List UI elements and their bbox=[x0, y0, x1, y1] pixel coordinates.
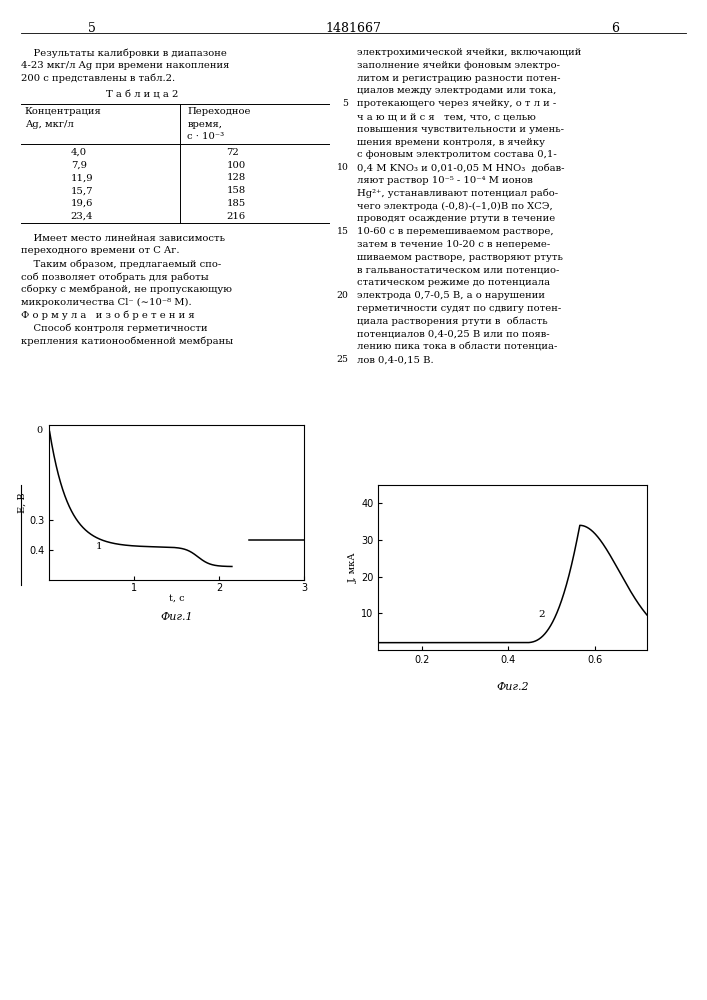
Text: лению пика тока в области потенциа-: лению пика тока в области потенциа- bbox=[357, 342, 557, 351]
Text: 19,6: 19,6 bbox=[71, 199, 93, 208]
Text: потенциалов 0,4-0,25 В или по появ-: потенциалов 0,4-0,25 В или по появ- bbox=[357, 330, 549, 339]
Y-axis label: E, В: E, В bbox=[18, 492, 27, 513]
Text: 5: 5 bbox=[88, 22, 96, 35]
Text: 1481667: 1481667 bbox=[325, 22, 382, 35]
Text: 216: 216 bbox=[226, 212, 245, 221]
Text: электрохимической ячейки, включающий: электрохимической ячейки, включающий bbox=[357, 48, 581, 57]
Text: 5: 5 bbox=[343, 99, 349, 108]
Y-axis label: J, мкА: J, мкА bbox=[349, 552, 358, 583]
Text: 15: 15 bbox=[337, 227, 349, 236]
Text: Hg²⁺, устанавливают потенциал рабо-: Hg²⁺, устанавливают потенциал рабо- bbox=[357, 189, 558, 198]
Text: сборку с мембраной, не пропускающую: сборку с мембраной, не пропускающую bbox=[21, 285, 232, 294]
Text: 15,7: 15,7 bbox=[71, 186, 93, 195]
Text: 1: 1 bbox=[96, 542, 103, 551]
Text: 0,4 М KNO₃ и 0,01-0,05 М HNO₃  добав-: 0,4 М KNO₃ и 0,01-0,05 М HNO₃ добав- bbox=[357, 163, 564, 172]
Text: Концентрация: Концентрация bbox=[25, 107, 102, 116]
Text: ляют раствор 10⁻⁵ - 10⁻⁴ М ионов: ляют раствор 10⁻⁵ - 10⁻⁴ М ионов bbox=[357, 176, 533, 185]
Text: 128: 128 bbox=[226, 173, 245, 182]
Text: Таким образом, предлагаемый спо-: Таким образом, предлагаемый спо- bbox=[21, 259, 221, 269]
Text: 10: 10 bbox=[337, 163, 349, 172]
Text: циала растворения ртути в  область: циала растворения ртути в область bbox=[357, 317, 548, 326]
Text: литом и регистрацию разности потен-: литом и регистрацию разности потен- bbox=[357, 74, 561, 83]
Text: 4-23 мкг/л Ag при времени накопления: 4-23 мкг/л Ag при времени накопления bbox=[21, 61, 230, 70]
Text: Результаты калибровки в диапазоне: Результаты калибровки в диапазоне bbox=[21, 48, 227, 57]
Text: Фиг.2: Фиг.2 bbox=[496, 682, 529, 692]
Text: Способ контроля герметичности: Способ контроля герметичности bbox=[21, 323, 208, 333]
Text: 10-60 с в перемешиваемом растворе,: 10-60 с в перемешиваемом растворе, bbox=[357, 227, 554, 236]
Text: 158: 158 bbox=[226, 186, 245, 195]
X-axis label: t, с: t, с bbox=[169, 594, 185, 603]
Text: электрода 0,7-0,5 В, а о нарушении: электрода 0,7-0,5 В, а о нарушении bbox=[357, 291, 545, 300]
Text: шения времени контроля, в ячейку: шения времени контроля, в ячейку bbox=[357, 138, 545, 147]
Text: повышения чувствительности и умень-: повышения чувствительности и умень- bbox=[357, 125, 564, 134]
Text: Имеет место линейная зависимость: Имеет место линейная зависимость bbox=[21, 234, 226, 243]
Text: ч а ю щ и й с я   тем, что, с целью: ч а ю щ и й с я тем, что, с целью bbox=[357, 112, 536, 121]
Text: с фоновым электролитом состава 0,1-: с фоновым электролитом состава 0,1- bbox=[357, 150, 557, 159]
Text: микроколичества Cl⁻ (∼10⁻⁸ М).: микроколичества Cl⁻ (∼10⁻⁸ М). bbox=[21, 298, 192, 307]
Text: 185: 185 bbox=[226, 199, 245, 208]
Text: Фиг.1: Фиг.1 bbox=[160, 612, 193, 622]
Text: статическом режиме до потенциала: статическом режиме до потенциала bbox=[357, 278, 550, 287]
Text: время,: время, bbox=[187, 120, 223, 129]
Text: 100: 100 bbox=[226, 161, 245, 170]
Text: протекающего через ячейку, о т л и -: протекающего через ячейку, о т л и - bbox=[357, 99, 556, 108]
Text: 11,9: 11,9 bbox=[71, 173, 93, 182]
Text: в гальваностатическом или потенцио-: в гальваностатическом или потенцио- bbox=[357, 266, 559, 275]
Text: 25: 25 bbox=[337, 355, 349, 364]
Text: переходного времени от С Aг.: переходного времени от С Aг. bbox=[21, 246, 180, 255]
Text: 6: 6 bbox=[611, 22, 619, 35]
Text: 0: 0 bbox=[37, 426, 42, 435]
Text: 23,4: 23,4 bbox=[71, 212, 93, 221]
Text: затем в течение 10-20 с в непереме-: затем в течение 10-20 с в непереме- bbox=[357, 240, 550, 249]
Text: чего электрода (-0,8)-(–1,0)В по ХСЭ,: чего электрода (-0,8)-(–1,0)В по ХСЭ, bbox=[357, 202, 553, 211]
Text: соб позволяет отобрать для работы: соб позволяет отобрать для работы bbox=[21, 272, 209, 282]
Text: Ag, мкг/л: Ag, мкг/л bbox=[25, 120, 74, 129]
Text: заполнение ячейки фоновым электро-: заполнение ячейки фоновым электро- bbox=[357, 61, 560, 70]
Text: шиваемом растворе, растворяют ртуть: шиваемом растворе, растворяют ртуть bbox=[357, 253, 563, 262]
Text: крепления катионообменной мембраны: крепления катионообменной мембраны bbox=[21, 336, 233, 346]
Text: герметичности судят по сдвигу потен-: герметичности судят по сдвигу потен- bbox=[357, 304, 561, 313]
Text: 20: 20 bbox=[337, 291, 349, 300]
Text: лов 0,4-0,15 В.: лов 0,4-0,15 В. bbox=[357, 355, 433, 364]
Text: 7,9: 7,9 bbox=[71, 161, 87, 170]
Text: Т а б л и ц а 2: Т а б л и ц а 2 bbox=[106, 90, 178, 99]
Text: циалов между электродами или тока,: циалов между электродами или тока, bbox=[357, 86, 556, 95]
Text: 200 с представлены в табл.2.: 200 с представлены в табл.2. bbox=[21, 74, 175, 83]
Text: с · 10⁻³: с · 10⁻³ bbox=[187, 132, 225, 141]
Text: Переходное: Переходное bbox=[187, 107, 251, 116]
Text: 72: 72 bbox=[226, 148, 239, 157]
Text: проводят осаждение ртути в течение: проводят осаждение ртути в течение bbox=[357, 214, 555, 223]
Text: Ф о р м у л а   и з о б р е т е н и я: Ф о р м у л а и з о б р е т е н и я bbox=[21, 310, 195, 320]
Text: 2: 2 bbox=[539, 610, 545, 619]
Text: 4,0: 4,0 bbox=[71, 148, 87, 157]
